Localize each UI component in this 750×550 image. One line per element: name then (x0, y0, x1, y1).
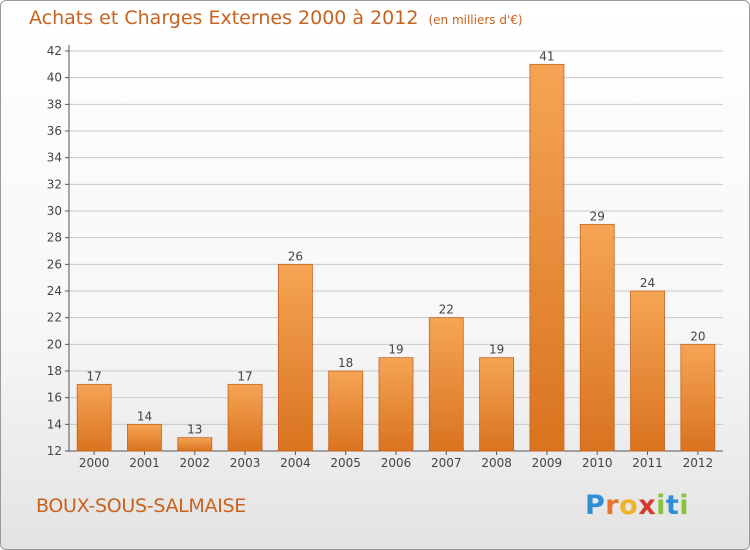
value-label: 17 (237, 369, 252, 383)
chart-title-text: Achats et Charges Externes 2000 à 2012 (29, 7, 419, 29)
y-tick-label: 40 (47, 71, 62, 85)
logo-letter: t (665, 490, 680, 521)
chart-title: Achats et Charges Externes 2000 à 2012 (e… (29, 7, 523, 29)
bar-2000[interactable] (76, 383, 112, 452)
logo-letter: x (638, 490, 657, 521)
value-label: 24 (640, 276, 655, 290)
value-label: 13 (187, 423, 202, 437)
bar-2008[interactable] (479, 357, 515, 452)
logo-letter: P (585, 490, 606, 521)
axes: 12 14 16 18 20 22 24 26 28 30 32 34 36 38 40 42 2000 2001… (47, 44, 723, 470)
logo-letter: i (679, 490, 690, 521)
chart-unit: (en milliers d'€) (428, 13, 523, 27)
value-label: 17 (87, 369, 102, 383)
y-tick-label: 24 (47, 284, 62, 298)
bar-2011[interactable] (630, 290, 665, 452)
x-tick-label: 2009 (532, 456, 563, 470)
x-tick-label: 2001 (129, 456, 160, 470)
x-tick-label: 2008 (481, 456, 512, 470)
y-tick-label: 32 (47, 177, 62, 191)
proxiti-logo[interactable]: Proxiti (585, 490, 689, 521)
bar-2004[interactable] (277, 263, 313, 452)
x-tick-label: 2005 (330, 456, 361, 470)
y-tick-label: 18 (47, 364, 62, 378)
bars (76, 63, 716, 452)
x-tick-label: 2004 (280, 456, 311, 470)
x-tick-label: 2006 (381, 456, 412, 470)
value-label: 29 (590, 209, 605, 223)
bar-2005[interactable] (328, 370, 364, 452)
bar-2009[interactable] (529, 63, 565, 452)
data-labels: 17 14 13 17 26 18 19 22 19 41 29 24 20 (87, 49, 706, 436)
value-label: 19 (388, 343, 403, 357)
x-tick-label: 2011 (632, 456, 663, 470)
x-tick-label: 2002 (179, 456, 210, 470)
x-tick-label: 2007 (431, 456, 462, 470)
value-label: 22 (439, 303, 454, 317)
logo-letter: r (605, 490, 620, 521)
y-tick-label: 28 (47, 231, 62, 245)
y-tick-label: 36 (47, 124, 62, 138)
bar-2012[interactable] (680, 343, 716, 452)
y-tick-label: 38 (47, 97, 62, 111)
value-label: 18 (338, 356, 353, 370)
y-tick-label: 30 (47, 204, 62, 218)
value-label: 26 (288, 249, 303, 263)
value-label: 20 (690, 329, 705, 343)
y-tick-label: 20 (47, 337, 62, 351)
bar-2003[interactable] (227, 383, 263, 452)
x-tick-label: 2000 (79, 456, 110, 470)
y-tick-label: 12 (47, 444, 62, 458)
y-tick-label: 42 (47, 44, 62, 58)
y-tick-label: 22 (47, 311, 62, 325)
location-name: BOUX-SOUS-SALMAISE (36, 495, 246, 517)
bar-2007[interactable] (428, 317, 464, 452)
bar-2002[interactable] (177, 437, 213, 452)
logo-letter: o (619, 490, 639, 521)
value-label: 19 (489, 343, 504, 357)
y-tick-label: 14 (47, 417, 62, 431)
x-tick-label: 2003 (230, 456, 261, 470)
x-tick-label: 2010 (582, 456, 613, 470)
y-tick-label: 26 (47, 257, 62, 271)
value-label: 14 (137, 409, 152, 423)
value-label: 41 (539, 49, 554, 63)
bar-2001[interactable] (127, 423, 162, 452)
x-tick-label: 2012 (683, 456, 714, 470)
logo-letter: i (656, 490, 666, 521)
bar-2006[interactable] (378, 357, 414, 452)
bar-2010[interactable] (579, 223, 615, 452)
y-tick-label: 16 (47, 391, 62, 405)
y-tick-label: 34 (47, 151, 62, 165)
